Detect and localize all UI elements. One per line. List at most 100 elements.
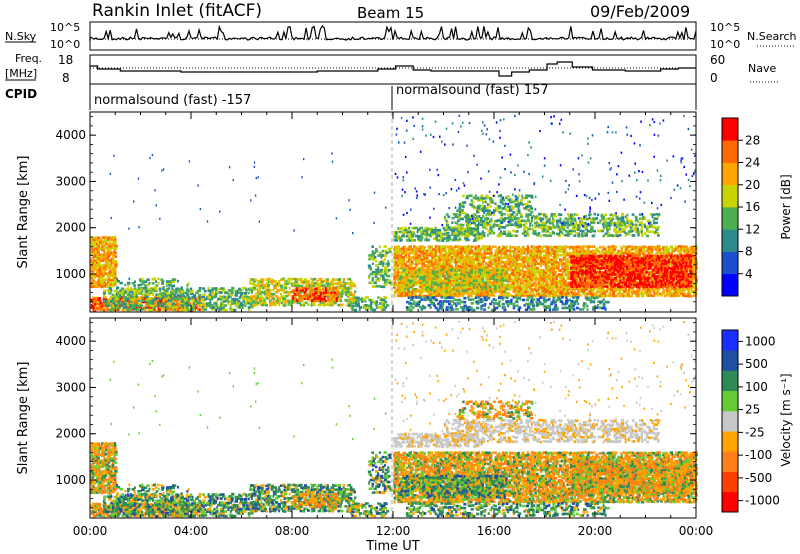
power-cell — [406, 256, 409, 259]
power-cell — [270, 301, 274, 305]
power-cell — [348, 282, 352, 286]
power-cell — [255, 295, 259, 298]
power-cell — [236, 305, 239, 309]
power-cell — [126, 281, 131, 285]
power-cell — [95, 238, 99, 242]
power-cell — [396, 283, 400, 287]
power-cell — [117, 291, 120, 295]
power-cell — [446, 268, 449, 272]
power-cell — [524, 282, 527, 285]
power-cell — [323, 301, 326, 305]
power-cell — [438, 265, 441, 268]
power-cell — [413, 249, 415, 253]
power-cell — [101, 283, 105, 287]
power-cell — [412, 271, 416, 274]
power-cell — [262, 284, 266, 287]
power-cell — [436, 277, 440, 280]
power-cell — [101, 302, 106, 306]
power-cell — [164, 289, 168, 292]
power-cell — [460, 247, 463, 251]
power-cell — [339, 299, 343, 303]
power-cell — [112, 306, 116, 310]
cpid-label: CPID — [5, 87, 37, 101]
power-cell — [457, 248, 460, 251]
power-cell — [193, 298, 196, 301]
power-cell — [428, 294, 431, 297]
power-cell — [380, 256, 383, 259]
power-cell — [344, 288, 348, 292]
power-cell — [542, 270, 546, 274]
power-cell — [196, 308, 201, 311]
power-cell — [110, 278, 114, 282]
power-cell — [159, 292, 163, 296]
power-cell — [276, 301, 280, 304]
power-cell — [238, 304, 243, 307]
power-cell — [685, 245, 688, 248]
power-cell — [528, 271, 531, 275]
power-cell — [285, 282, 289, 285]
power-cell — [525, 254, 528, 257]
power-cell — [182, 294, 185, 298]
power-cell — [373, 251, 376, 254]
power-cell — [362, 304, 366, 307]
power-cell — [108, 250, 111, 254]
power-cell — [202, 304, 206, 308]
power-cell — [397, 273, 399, 277]
power-cell — [199, 301, 203, 305]
power-cell — [184, 299, 188, 303]
power-cell — [203, 308, 208, 311]
power-cell — [106, 302, 109, 305]
power-cell — [102, 304, 106, 307]
power-cell — [422, 249, 425, 253]
power-cell — [203, 306, 207, 309]
power-cell — [335, 278, 338, 282]
power-cell — [133, 288, 137, 292]
power-cell — [382, 302, 386, 305]
power-cell — [249, 295, 253, 298]
power-cell — [339, 294, 342, 298]
power-cell — [449, 250, 453, 253]
power-cell — [557, 253, 560, 257]
power-cell — [148, 289, 151, 292]
power-cell — [337, 303, 341, 307]
power-cell — [159, 304, 161, 307]
power-cell — [157, 277, 160, 281]
power-cell — [99, 308, 102, 312]
power-cell — [375, 249, 378, 253]
power-cell — [180, 286, 183, 289]
power-cell — [108, 255, 111, 258]
power-cell — [355, 300, 358, 303]
power-cell — [215, 303, 218, 307]
power-cell — [96, 255, 99, 259]
power-cell — [294, 280, 298, 284]
power-cell — [93, 263, 97, 267]
power-cell — [440, 283, 443, 286]
power-cell — [344, 293, 348, 297]
power-cell — [180, 290, 184, 293]
power-cell — [460, 257, 464, 261]
power-cell — [438, 275, 442, 278]
power-cell — [111, 284, 115, 288]
power-cell — [276, 295, 279, 299]
power-cell — [404, 265, 407, 268]
power-cell — [444, 294, 448, 298]
power-cell — [558, 288, 560, 291]
power-cell — [310, 291, 314, 294]
power-cell — [126, 304, 130, 307]
power-cell — [132, 302, 134, 305]
power-cell — [418, 281, 422, 285]
power-cell — [443, 254, 448, 257]
power-cell — [535, 275, 538, 279]
power-cell — [198, 297, 203, 300]
power-cell — [106, 274, 109, 277]
power-cell — [227, 293, 231, 296]
power-cell — [409, 249, 413, 253]
power-cell — [169, 280, 173, 283]
power-cell — [200, 308, 204, 311]
power-cell — [310, 286, 314, 290]
power-cell — [271, 295, 274, 299]
power-cell — [113, 281, 118, 285]
power-cell — [369, 308, 373, 311]
power-cell — [97, 248, 100, 252]
power-cell — [263, 303, 267, 307]
